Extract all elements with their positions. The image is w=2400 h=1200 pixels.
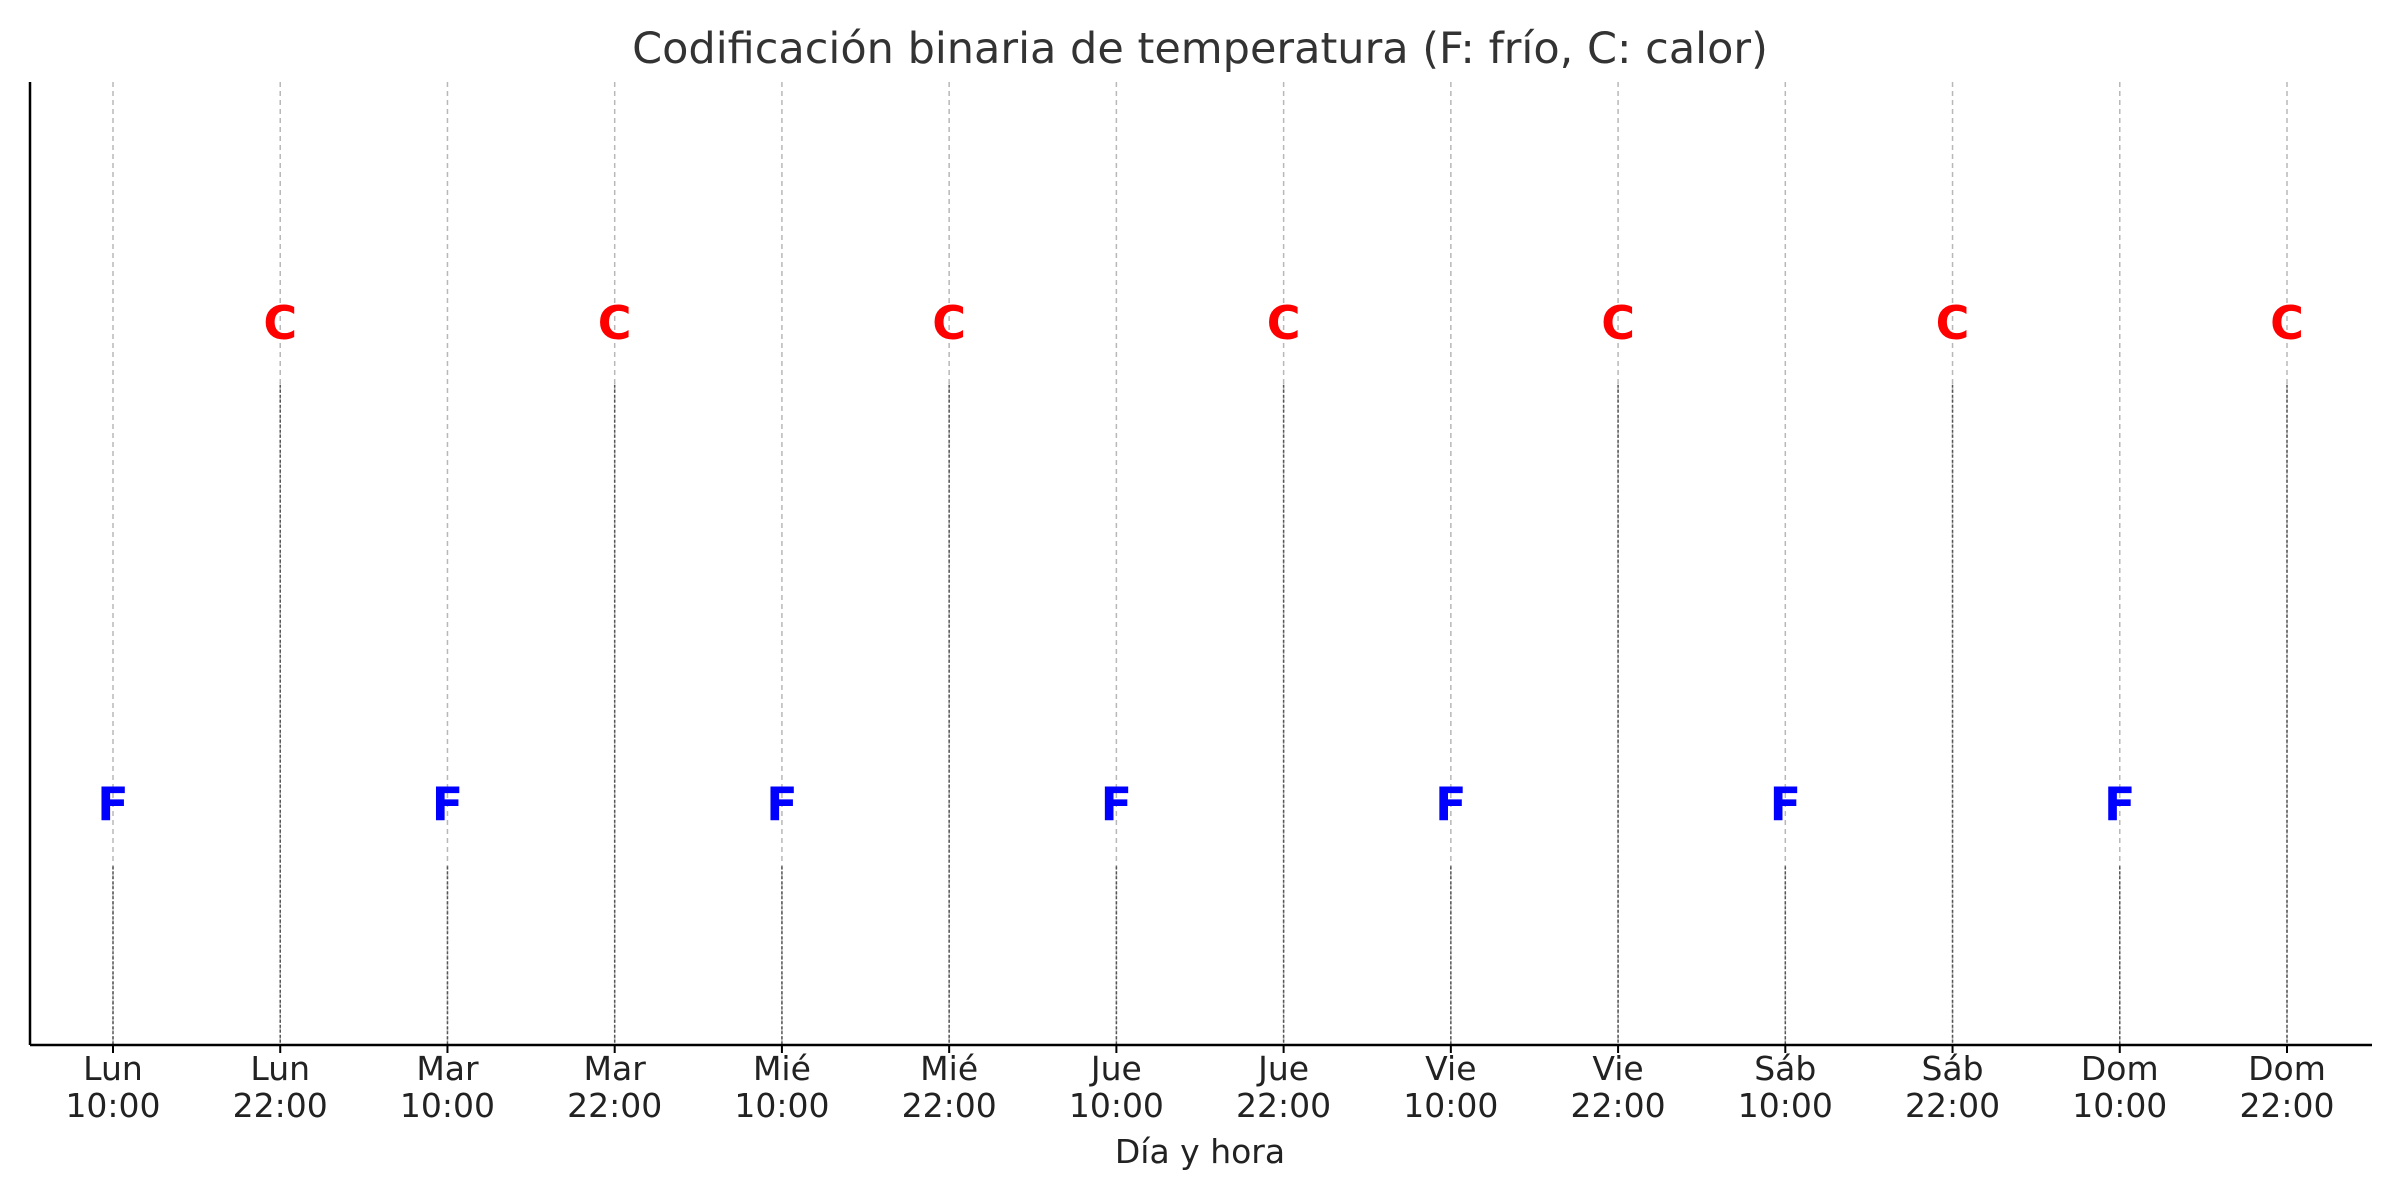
x-tick-label-day: Lun <box>250 1049 310 1088</box>
x-tick-label-day: Mié <box>753 1049 811 1088</box>
marker-calor: C <box>932 296 966 350</box>
tick-layer: Lun10:00Lun22:00Mar10:00Mar22:00Mié10:00… <box>65 1045 2335 1125</box>
x-tick-label-time: 22:00 <box>1905 1086 2000 1125</box>
x-tick-label-day: Dom <box>2248 1049 2326 1088</box>
x-tick-label-day: Mar <box>584 1049 647 1088</box>
marker-frio: F <box>1101 777 1132 831</box>
marker-frio: F <box>2104 777 2135 831</box>
x-tick-label-day: Vie <box>1425 1049 1476 1088</box>
marker-frio: F <box>432 777 463 831</box>
marker-calor: C <box>1936 296 1970 350</box>
x-tick-label-time: 10:00 <box>1738 1086 1833 1125</box>
x-tick-label-day: Sáb <box>1921 1049 1983 1088</box>
x-tick-label-time: 22:00 <box>902 1086 997 1125</box>
marker-frio: F <box>1435 777 1466 831</box>
stem-layer <box>112 384 2288 1045</box>
x-tick-label-time: 10:00 <box>734 1086 829 1125</box>
x-tick-label-day: Mié <box>920 1049 978 1088</box>
x-tick-label-time: 22:00 <box>1571 1086 1666 1125</box>
x-tick-label-day: Jue <box>1256 1049 1309 1088</box>
x-tick-label-time: 22:00 <box>1236 1086 1331 1125</box>
x-tick-label-day: Mar <box>416 1049 479 1088</box>
x-tick-label-time: 10:00 <box>65 1086 160 1125</box>
x-tick-label-day: Jue <box>1089 1049 1142 1088</box>
x-tick-label-day: Lun <box>83 1049 143 1088</box>
x-tick-label-time: 22:00 <box>567 1086 662 1125</box>
marker-frio: F <box>97 777 128 831</box>
x-tick-label-time: 22:00 <box>233 1086 328 1125</box>
x-tick-label-time: 10:00 <box>1403 1086 1498 1125</box>
marker-frio: F <box>1770 777 1801 831</box>
x-tick-label-time: 10:00 <box>400 1086 495 1125</box>
grid-layer <box>112 82 2288 1045</box>
x-tick-label-time: 10:00 <box>2072 1086 2167 1125</box>
marker-calor: C <box>1601 296 1635 350</box>
x-tick-label-time: 10:00 <box>1069 1086 1164 1125</box>
x-tick-label-day: Vie <box>1592 1049 1643 1088</box>
x-tick-label-time: 22:00 <box>2239 1086 2334 1125</box>
x-tick-label-day: Sáb <box>1754 1049 1816 1088</box>
marker-calor: C <box>598 296 632 350</box>
chart-title: Codificación binaria de temperatura (F: … <box>632 24 1768 74</box>
marker-layer: F C F C F C F C F C F C F C <box>97 296 2304 832</box>
marker-calor: C <box>2270 296 2304 350</box>
marker-frio: F <box>766 777 797 831</box>
marker-calor: C <box>1267 296 1301 350</box>
x-axis-label: Día y hora <box>1115 1132 1285 1171</box>
x-tick-label-day: Dom <box>2081 1049 2159 1088</box>
marker-calor: C <box>263 296 297 350</box>
